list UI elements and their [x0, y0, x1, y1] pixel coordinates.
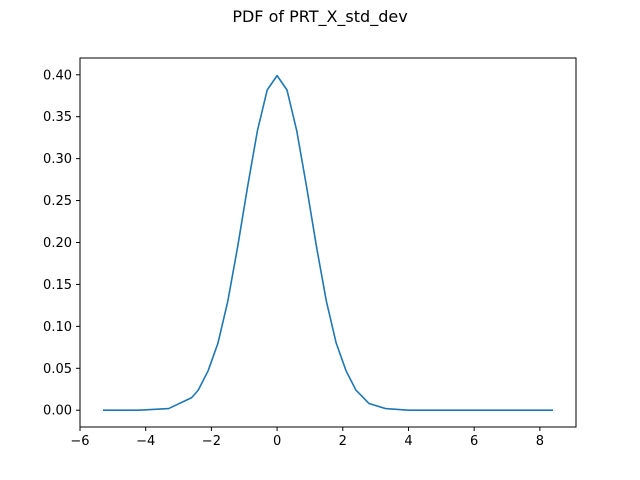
y-tick-label: 0.35 [43, 110, 72, 125]
x-axis: −6 −4 −2 0 2 4 6 8 [70, 427, 544, 449]
chart-title: PDF of PRT_X_std_dev [232, 7, 407, 27]
y-tick-label: 0.10 [43, 320, 72, 335]
y-tick-label: 0.25 [43, 194, 72, 209]
x-tick-label: −2 [202, 434, 221, 449]
plot-area [102, 74, 554, 412]
y-axis: 0.00 0.05 0.10 0.15 0.20 0.25 0.30 0.35 0.40 [43, 68, 80, 419]
x-tick-label: 2 [339, 434, 347, 449]
axes-frame [79, 57, 577, 428]
y-tick-label: 0.30 [43, 152, 72, 167]
y-tick-label: 0.05 [43, 362, 72, 377]
y-tick-label: 0.40 [43, 68, 72, 83]
x-tick-label: 8 [536, 434, 544, 449]
x-tick-label: −4 [136, 434, 155, 449]
series-line-0 [102, 74, 554, 412]
x-tick-label: −6 [70, 434, 89, 449]
x-tick-label: 0 [273, 434, 281, 449]
x-tick-label: 4 [404, 434, 412, 449]
y-tick-label: 0.15 [43, 278, 72, 293]
x-tick-label: 6 [470, 434, 478, 449]
y-tick-label: 0.00 [43, 404, 72, 419]
y-tick-label: 0.20 [43, 236, 72, 251]
